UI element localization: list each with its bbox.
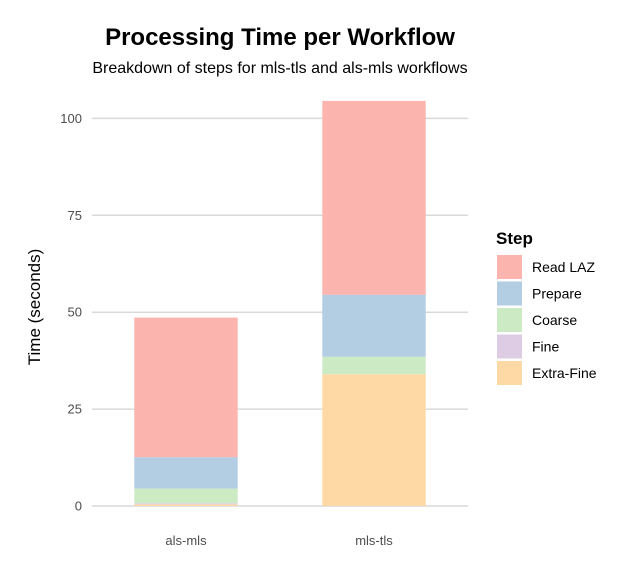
bar-mls-tls-prepare: [322, 294, 426, 357]
x-tick-labels: als-mls mls-tls: [165, 533, 393, 548]
legend-label: Read LAZ: [532, 259, 595, 275]
legend: Step Read LAZ Prepare Coarse Fine Extra-Fine: [496, 229, 597, 385]
y-tick-label: 75: [68, 208, 82, 223]
legend-label: Prepare: [532, 286, 582, 302]
bar-mls-tls-read-laz: [322, 100, 426, 295]
chart-subtitle: Breakdown of steps for mls-tls and als-m…: [92, 60, 467, 77]
legend-swatch: [497, 308, 522, 332]
bar-als-mls-prepare: [134, 457, 238, 489]
legend-swatch: [497, 255, 522, 279]
y-tick-labels: 0 25 50 75 100: [60, 111, 82, 514]
y-tick-label: 25: [68, 402, 82, 417]
legend-title: Step: [496, 229, 533, 248]
legend-swatch: [497, 361, 522, 385]
bar-als-mls-read-laz: [134, 317, 238, 458]
legend-swatch: [497, 334, 522, 359]
bars: [134, 100, 426, 506]
bar-als-mls-extra-fine: [134, 504, 238, 506]
bar-als-mls-coarse: [134, 488, 238, 504]
x-tick-label: als-mls: [165, 533, 207, 548]
legend-swatch: [497, 281, 522, 306]
y-tick-label: 100: [60, 111, 82, 126]
y-tick-label: 0: [75, 499, 82, 514]
legend-label: Coarse: [532, 312, 577, 328]
bar-mls-tls-coarse: [322, 356, 426, 375]
x-tick-label: mls-tls: [355, 533, 393, 548]
y-axis-label: Time (seconds): [25, 249, 44, 366]
y-tick-label: 50: [68, 305, 82, 320]
legend-label: Fine: [532, 339, 559, 355]
legend-label: Extra-Fine: [532, 365, 597, 381]
bar-als-mls-fine: [134, 503, 238, 505]
chart-title: Processing Time per Workflow: [105, 24, 455, 51]
bar-mls-tls-extra-fine: [322, 374, 426, 506]
